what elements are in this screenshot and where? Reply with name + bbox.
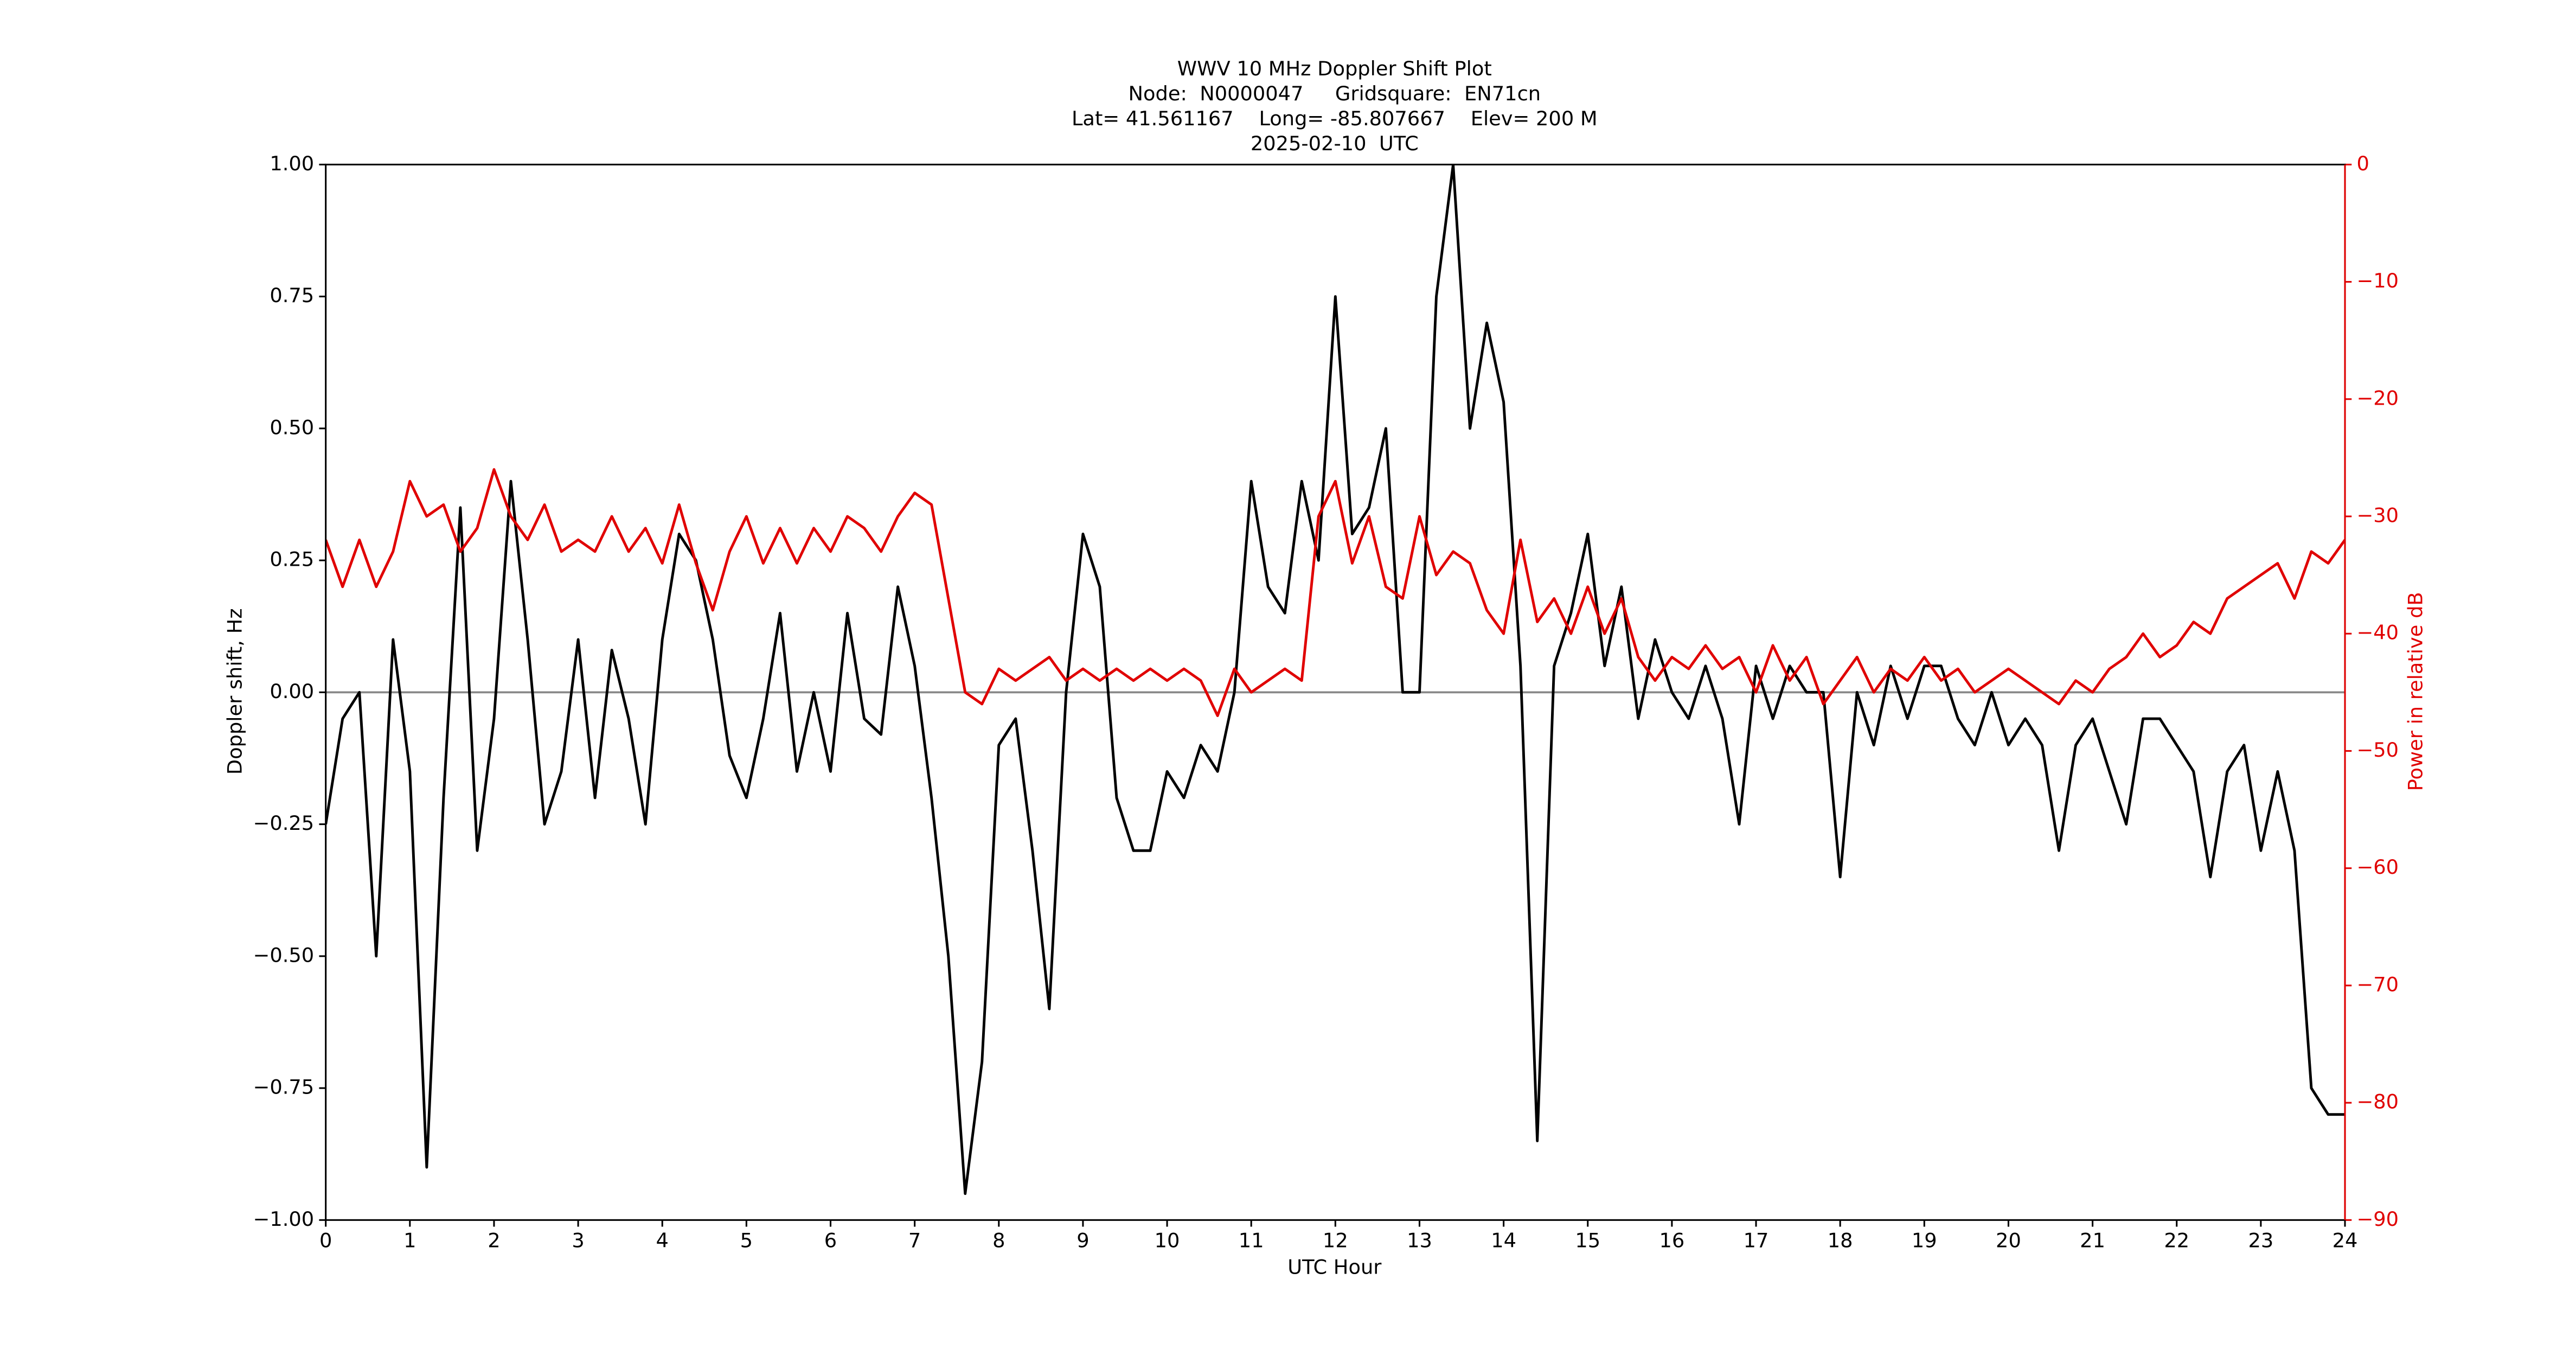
x-tick-label: 18	[1828, 1229, 1853, 1252]
y-tick-label: 0.25	[270, 548, 314, 571]
y2-tick-label: −50	[2356, 738, 2399, 762]
y2-tick-label: −60	[2356, 855, 2399, 879]
y2-tick-label: −90	[2356, 1207, 2399, 1231]
chart-title: Node: N0000047 Gridsquare: EN71cn	[1129, 82, 1541, 105]
y2-tick-label: −20	[2356, 386, 2399, 410]
y-tick-label: −1.00	[253, 1207, 315, 1231]
x-tick-label: 7	[908, 1229, 921, 1252]
y-tick-label: −0.75	[253, 1076, 315, 1099]
chart-title: 2025-02-10 UTC	[1251, 132, 1419, 155]
y2-axis-label: Power in relative dB	[2404, 592, 2427, 791]
x-tick-label: 16	[1659, 1229, 1684, 1252]
y-tick-label: 1.00	[270, 152, 314, 175]
x-tick-label: 0	[319, 1229, 332, 1252]
y2-tick-label: −40	[2356, 621, 2399, 644]
x-axis-label: UTC Hour	[1287, 1256, 1382, 1279]
x-tick-label: 10	[1155, 1229, 1180, 1252]
y2-tick-label: 0	[2356, 152, 2369, 175]
y2-tick-label: −10	[2356, 269, 2399, 292]
x-tick-label: 4	[656, 1229, 669, 1252]
x-tick-label: 9	[1076, 1229, 1089, 1252]
data-line	[325, 468, 2346, 718]
x-tick-label: 8	[992, 1229, 1005, 1252]
x-tick-label: 13	[1407, 1229, 1432, 1252]
x-tick-label: 15	[1575, 1229, 1600, 1252]
y-tick-label: 0.50	[270, 415, 314, 439]
x-tick-label: 6	[824, 1229, 837, 1252]
data-line	[325, 164, 2346, 1195]
x-tick-label: 11	[1239, 1229, 1264, 1252]
y2-tick-label: −80	[2356, 1090, 2399, 1114]
x-tick-label: 14	[1491, 1229, 1516, 1252]
x-tick-label: 17	[1744, 1229, 1769, 1252]
y-axis-label: Doppler shift, Hz	[223, 608, 247, 775]
x-tick-label: 1	[403, 1229, 416, 1252]
y-tick-label: −0.50	[253, 943, 315, 967]
y-tick-label: 0.00	[270, 680, 314, 703]
y2-tick-label: −30	[2356, 504, 2399, 527]
x-tick-label: 20	[1996, 1229, 2021, 1252]
x-tick-label: 3	[572, 1229, 584, 1252]
x-tick-label: 21	[2080, 1229, 2105, 1252]
x-tick-label: 22	[2164, 1229, 2189, 1252]
x-tick-label: 23	[2248, 1229, 2273, 1252]
x-tick-label: 24	[2333, 1229, 2358, 1252]
y-tick-label: −0.25	[253, 811, 315, 835]
x-tick-label: 5	[740, 1229, 753, 1252]
plot-area	[325, 164, 2346, 1195]
x-tick-label: 19	[1912, 1229, 1937, 1252]
x-tick-label: 12	[1323, 1229, 1348, 1252]
y2-tick-label: −70	[2356, 973, 2399, 996]
chart-title: WWV 10 MHz Doppler Shift Plot	[1177, 57, 1492, 80]
x-tick-label: 2	[488, 1229, 500, 1252]
chart-title: Lat= 41.561167 Long= -85.807667 Elev= 20…	[1072, 107, 1598, 130]
y-tick-label: 0.75	[270, 284, 314, 307]
